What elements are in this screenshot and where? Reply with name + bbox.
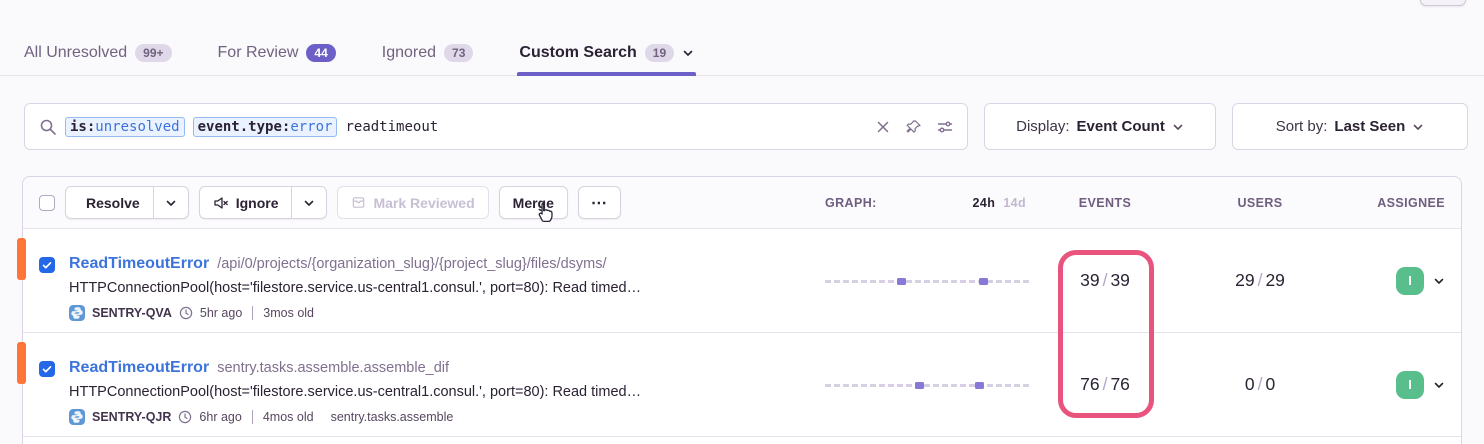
issues-panel: Resolve Ignore Mark Reviewed: [17, 176, 1462, 444]
issue-message: HTTPConnectionPool(host='filestore.servi…: [69, 384, 642, 400]
search-free-text[interactable]: readtimeout: [345, 118, 439, 135]
tab-for-review[interactable]: For Review 44: [218, 30, 336, 75]
mouse-cursor: [538, 202, 553, 222]
tab-all-unresolved[interactable]: All Unresolved 99+: [24, 30, 172, 75]
clock-icon: [179, 410, 192, 424]
project-slug[interactable]: SENTRY-QJR: [92, 410, 172, 424]
ignore-button[interactable]: Ignore: [200, 187, 292, 218]
tab-count-badge: 73: [444, 43, 474, 62]
python-logo-icon: [69, 305, 85, 321]
tab-count-badge: 99+: [135, 43, 172, 62]
resolve-button[interactable]: Resolve: [66, 187, 153, 218]
issue-row[interactable]: ReadTimeoutError sentry.tasks.assemble.as…: [17, 333, 1461, 437]
assignee-column-header: ASSIGNEE: [1377, 195, 1445, 210]
search-input[interactable]: is:unresolved event.type:error readtimeo…: [24, 103, 968, 150]
display-label: Display:: [1016, 118, 1070, 135]
issue-age: 4mos old: [262, 410, 314, 424]
issue-last-seen: 6hr ago: [199, 410, 242, 424]
clear-search-icon[interactable]: [875, 119, 891, 135]
display-value: Event Count: [1076, 118, 1165, 135]
issue-row[interactable]: ReadTimeoutError/api/0/projects/{organiz…: [17, 229, 1461, 333]
chevron-down-icon[interactable]: [682, 47, 694, 59]
pin-search-icon[interactable]: [906, 119, 922, 135]
tab-count-badge: 44: [306, 43, 336, 62]
issue-age: 3mos old: [263, 306, 315, 320]
graph-column-header: GRAPH:: [825, 195, 877, 210]
issue-task-annotation: sentry.tasks.assemble: [330, 410, 454, 424]
issue-stream-tabs: All Unresolved 99+ For Review 44 Ignored…: [0, 30, 1484, 76]
users-column-header[interactable]: USERS: [1237, 195, 1283, 210]
issue-message: HTTPConnectionPool(host='filestore.servi…: [69, 280, 642, 296]
resolve-split-button: Resolve: [65, 186, 189, 219]
tab-custom-search[interactable]: Custom Search 19: [517, 30, 697, 76]
issue-title-link[interactable]: ReadTimeoutError: [69, 359, 210, 376]
select-all-checkbox[interactable]: [39, 194, 55, 211]
graph-range-14d[interactable]: 14d: [1003, 195, 1026, 210]
chevron-down-icon: [166, 200, 176, 206]
search-token-event-type[interactable]: event.type:error: [192, 116, 338, 137]
sliders-icon[interactable]: [937, 119, 953, 135]
events-column-header[interactable]: EVENTS: [1078, 195, 1132, 210]
issue-sparkline: [825, 378, 1030, 392]
filter-row: is:unresolved event.type:error readtimeo…: [24, 103, 1468, 150]
assignee-dropdown-icon[interactable]: [1433, 275, 1445, 287]
sort-dropdown[interactable]: Sort by: Last Seen: [1232, 103, 1468, 150]
chevron-down-icon: [1412, 121, 1424, 133]
tab-label: Custom Search: [519, 43, 637, 61]
issue-culprit: sentry.tasks.assemble.assemble_dif: [217, 360, 450, 376]
chevron-down-icon: [1172, 121, 1184, 133]
mark-reviewed-button[interactable]: Mark Reviewed: [337, 186, 489, 219]
project-slug[interactable]: SENTRY-QVA: [92, 306, 172, 320]
issues-toolbar: Resolve Ignore Mark Reviewed: [23, 177, 1461, 229]
display-dropdown[interactable]: Display: Event Count: [984, 103, 1216, 150]
more-actions-button[interactable]: ⋯: [577, 186, 621, 219]
sort-value: Last Seen: [1334, 118, 1406, 135]
error-level-indicator: [17, 342, 26, 384]
python-logo-icon: [69, 409, 85, 425]
issue-sparkline: [825, 274, 1030, 288]
issue-checkbox[interactable]: [39, 257, 55, 273]
ignore-dropdown-button[interactable]: [291, 187, 326, 218]
clock-icon: [179, 306, 193, 320]
error-level-indicator: [17, 238, 26, 280]
issue-users-count: 29/29: [1235, 270, 1285, 290]
ignore-split-button: Ignore: [198, 186, 328, 219]
resolve-dropdown-button[interactable]: [152, 187, 188, 218]
issue-checkbox[interactable]: [39, 361, 55, 377]
search-icon: [40, 119, 56, 135]
cutoff-button[interactable]: [1420, 0, 1466, 6]
issue-title-link[interactable]: ReadTimeoutError: [69, 255, 210, 272]
tab-label: Ignored: [381, 43, 437, 61]
assignee-dropdown-icon[interactable]: [1433, 379, 1445, 391]
tab-label: For Review: [217, 43, 299, 61]
issue-events-count: 76/76: [1080, 374, 1130, 394]
issue-last-seen: 5hr ago: [199, 306, 243, 320]
mute-icon: [214, 196, 228, 209]
issue-users-count: 0/0: [1244, 374, 1276, 394]
assignee-avatar[interactable]: I: [1396, 370, 1424, 399]
check-icon: [42, 366, 52, 373]
tab-count-badge: 19: [644, 43, 675, 62]
assignee-avatar[interactable]: I: [1396, 266, 1424, 295]
sort-label: Sort by:: [1275, 118, 1328, 135]
check-icon: [42, 262, 52, 269]
archive-icon: [353, 197, 365, 208]
tab-label: All Unresolved: [24, 43, 128, 61]
search-token-status[interactable]: is:unresolved: [65, 116, 185, 137]
divider: [252, 306, 254, 320]
graph-range-24h[interactable]: 24h: [972, 195, 996, 210]
active-tab-underline: [517, 72, 697, 76]
issue-events-count: 39/39: [1080, 270, 1130, 290]
tab-ignored[interactable]: Ignored 73: [382, 30, 474, 75]
issue-culprit: /api/0/projects/{organization_slug}/{pro…: [217, 256, 607, 272]
divider: [251, 410, 253, 424]
chevron-down-icon: [305, 200, 314, 206]
